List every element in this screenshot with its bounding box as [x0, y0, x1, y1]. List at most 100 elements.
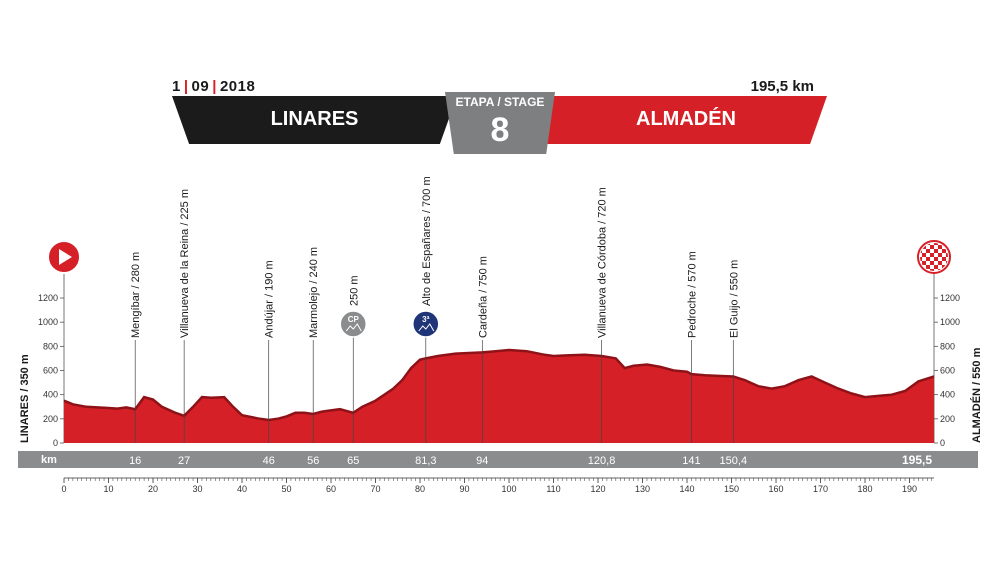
x-tick-label: 190 — [902, 484, 917, 494]
stage-distance: 195,5 km — [750, 78, 814, 95]
stage-label: ETAPA / STAGE — [455, 95, 545, 109]
grid-layer: 0 0 200 200 400 400 600 600 800 800 1000 1000 1200 12… — [38, 293, 960, 448]
town-label: Villanueva de Córdoba / 720 m — [597, 187, 609, 338]
town-label: Pedroche / 570 m — [686, 251, 698, 338]
checker-square — [920, 243, 922, 245]
x-tick-label: 100 — [501, 484, 516, 494]
mountain-icon — [418, 323, 435, 332]
checker-square — [946, 253, 948, 257]
checker-square — [942, 257, 946, 261]
checker-square — [926, 257, 930, 261]
x-tick-label: 90 — [460, 484, 470, 494]
km-marker: 46 — [263, 455, 275, 467]
stage-date: 1 | 09 | 2018 — [172, 78, 255, 95]
y-tick-label-left: 600 — [43, 366, 58, 376]
y-tick-label-right: 200 — [940, 414, 955, 424]
checker-square — [926, 265, 930, 269]
x-tick-label: 70 — [371, 484, 381, 494]
y-tick-label-left: 200 — [43, 414, 58, 424]
km-marker: 120,8 — [588, 455, 616, 467]
x-tick-label: 60 — [326, 484, 336, 494]
annotation-layer: Mengíbar / 280 m Villanueva de la Reina /… — [47, 176, 951, 443]
play-icon — [59, 249, 72, 265]
y-tick-label-right: 1200 — [940, 293, 960, 303]
finish-banner — [545, 96, 827, 144]
x-tick-label: 10 — [103, 484, 113, 494]
checker-square — [934, 265, 938, 269]
town-label: Mengíbar / 280 m — [130, 252, 142, 338]
checker-square — [930, 245, 934, 249]
finish-town: ALMADÉN — [636, 108, 736, 130]
town-label: Andújar / 190 m — [264, 260, 276, 338]
start-town: LINARES — [270, 108, 359, 130]
km-marker: 81,3 — [415, 455, 436, 467]
y-tick-label-left: 0 — [53, 438, 58, 448]
checker-square — [934, 243, 938, 245]
y-tick-label-left: 400 — [43, 390, 58, 400]
stage-number: 8 — [490, 111, 510, 149]
checker-square — [938, 253, 942, 257]
y-tick-label-right: 1000 — [940, 317, 960, 327]
start-banner — [172, 96, 457, 144]
axes-layer: LINARES / 350 m ALMADÉN / 550 m km 16 27 46 56… — [18, 347, 983, 494]
profile-layer — [63, 348, 935, 443]
x-tick-label: 120 — [590, 484, 605, 494]
checker-square — [946, 269, 948, 271]
x-tick-label: 140 — [680, 484, 695, 494]
mountain-icon — [345, 323, 362, 332]
y-tick-label-left: 1000 — [38, 317, 58, 327]
town-label: 250 m — [348, 275, 360, 306]
start-altitude-label: LINARES / 350 m — [19, 354, 31, 443]
x-tick-label: 110 — [546, 484, 560, 494]
x-tick-label: 160 — [769, 484, 784, 494]
town-label: El Guijo / 550 m — [728, 260, 740, 338]
km-marker: 27 — [178, 455, 190, 467]
town-label: Villanueva de la Reina / 225 m — [179, 189, 191, 338]
checker-square — [930, 261, 934, 265]
badge-text: CP — [348, 315, 360, 324]
km-bar — [18, 451, 978, 468]
elevation-ridge — [63, 348, 935, 422]
checker-square — [934, 257, 938, 261]
x-tick-label: 170 — [813, 484, 828, 494]
town-label: Alto de Españares / 700 m — [421, 176, 433, 306]
y-tick-label-left: 800 — [43, 341, 58, 351]
km-marker: 150,4 — [720, 455, 748, 467]
checker-square — [920, 257, 922, 261]
date-separator: | — [183, 78, 189, 95]
checker-square — [930, 253, 934, 257]
date-month: 09 — [191, 78, 210, 95]
km-marker: 195,5 — [902, 453, 932, 467]
x-tick-label: 150 — [724, 484, 739, 494]
checker-square — [922, 261, 926, 265]
x-tick-label: 40 — [237, 484, 247, 494]
km-marker: 141 — [682, 455, 700, 467]
stage-number-box — [445, 92, 555, 154]
checker-square — [938, 245, 942, 249]
y-tick-label-left: 1200 — [38, 293, 58, 303]
km-bar-label: km — [41, 454, 57, 466]
y-tick-label-right: 400 — [940, 390, 955, 400]
km-marker: 94 — [476, 455, 488, 467]
checker-square — [922, 253, 926, 257]
x-tick-label: 0 — [61, 484, 66, 494]
checker-square — [926, 249, 930, 253]
x-tick-label: 80 — [415, 484, 425, 494]
km-marker: 56 — [307, 455, 319, 467]
x-tick-label: 30 — [192, 484, 202, 494]
date-day: 1 — [172, 78, 181, 95]
km-marker: 16 — [129, 455, 141, 467]
y-tick-label-right: 0 — [940, 438, 945, 448]
x-tick-label: 20 — [148, 484, 158, 494]
stage-header: 1 | 09 | 2018 195,5 km LINARES ALMADÉN ETAPA… — [0, 0, 1000, 160]
y-tick-label-right: 800 — [940, 341, 955, 351]
badge-text: 3ª — [422, 315, 429, 324]
town-label: Marmolejo / 240 m — [308, 247, 320, 338]
town-label: Cardeña / 750 m — [477, 256, 489, 338]
checker-square — [942, 249, 946, 253]
x-tick-label: 50 — [281, 484, 291, 494]
finish-altitude-label: ALMADÉN / 550 m — [970, 347, 983, 443]
date-separator: | — [212, 78, 217, 95]
checker-square — [934, 249, 938, 253]
